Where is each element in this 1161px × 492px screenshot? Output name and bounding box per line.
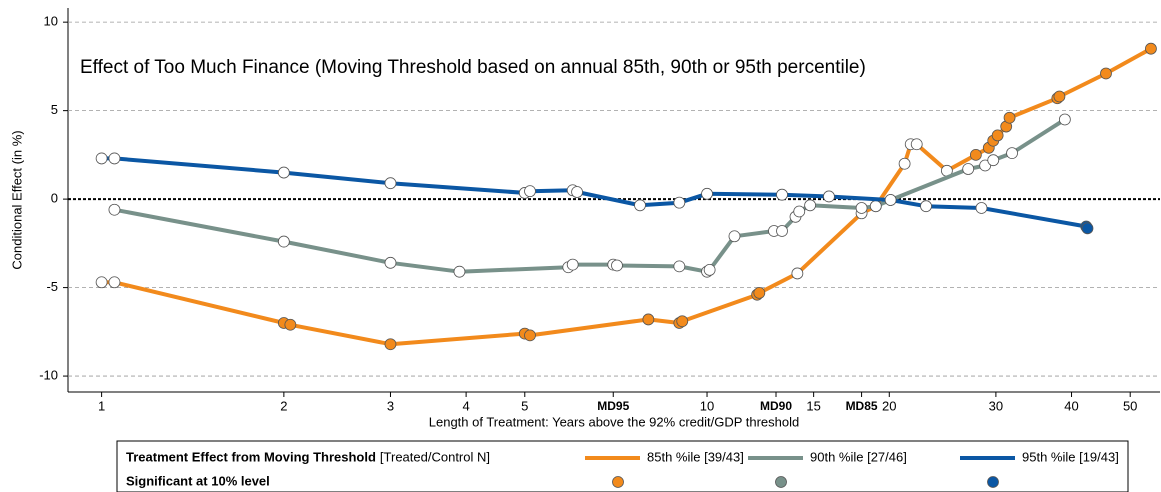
legend-title: Treatment Effect from Moving Threshold xyxy=(126,449,376,464)
data-point xyxy=(108,152,121,165)
data-point xyxy=(701,187,713,200)
x-tick-label: 1 xyxy=(98,398,105,413)
data-point xyxy=(793,205,806,218)
legend-marker xyxy=(612,476,624,488)
x-tick-label: MD85 xyxy=(846,399,878,413)
x-tick-label: MD90 xyxy=(760,399,792,413)
x-tick-label: 40 xyxy=(1064,398,1078,413)
y-tick-label: 10 xyxy=(44,14,58,29)
data-point xyxy=(524,185,536,198)
data-point xyxy=(884,194,897,206)
x-tick-label: 2 xyxy=(280,398,287,413)
data-point xyxy=(776,188,788,201)
data-point xyxy=(676,315,689,328)
legend-label: 85th %ile [39/43] xyxy=(647,449,744,464)
data-point xyxy=(571,186,583,198)
y-tick-label: 5 xyxy=(51,102,58,117)
data-point xyxy=(753,287,766,299)
data-point xyxy=(776,225,788,237)
data-point xyxy=(969,148,982,161)
data-point xyxy=(453,265,466,278)
data-point xyxy=(1081,222,1094,235)
data-point xyxy=(566,258,579,271)
data-point xyxy=(642,313,655,326)
data-point xyxy=(791,267,804,280)
data-point xyxy=(728,230,741,243)
data-point xyxy=(962,163,975,175)
x-tick-label: 3 xyxy=(387,398,394,413)
x-axis-label: Length of Treatment: Years above the 92%… xyxy=(429,414,800,429)
data-point xyxy=(384,256,397,269)
data-point xyxy=(987,154,1000,167)
x-tick-label: 4 xyxy=(462,398,469,413)
significance-label: Significant at 10% level xyxy=(126,473,270,488)
data-point xyxy=(979,159,992,172)
y-axis-label: Conditional Effect (in %) xyxy=(9,130,24,269)
data-point xyxy=(277,235,290,248)
data-point xyxy=(910,138,923,151)
data-point xyxy=(95,152,108,165)
x-tick-label: 50 xyxy=(1123,398,1137,413)
legend-marker xyxy=(775,476,787,488)
data-point xyxy=(673,260,686,273)
legend-label: 95th %ile [19/43] xyxy=(1022,449,1119,464)
y-tick-label: -10 xyxy=(39,368,58,383)
data-point xyxy=(804,199,817,212)
series-line xyxy=(101,46,1152,347)
legend-marker xyxy=(987,476,999,488)
series-line xyxy=(101,156,1090,230)
data-point xyxy=(1006,147,1018,160)
data-point xyxy=(703,263,716,276)
data-point xyxy=(1058,113,1071,126)
data-point xyxy=(673,196,686,209)
data-point xyxy=(634,199,646,212)
data-point xyxy=(108,276,121,289)
x-tick-label: 30 xyxy=(989,398,1003,413)
x-tick-label: 20 xyxy=(882,398,896,413)
data-point xyxy=(855,202,868,214)
data-point xyxy=(920,200,932,213)
data-point xyxy=(1145,42,1157,55)
data-point xyxy=(975,202,988,214)
data-point xyxy=(823,190,835,203)
x-tick-label: MD95 xyxy=(597,399,629,413)
legend-subtitle: [Treated/Control N] xyxy=(380,449,490,464)
data-point xyxy=(1053,90,1066,103)
data-point xyxy=(384,177,397,190)
data-point xyxy=(108,203,121,216)
data-point xyxy=(869,200,882,213)
y-tick-label: -5 xyxy=(46,279,58,294)
data-point xyxy=(95,276,108,289)
data-point xyxy=(277,166,290,179)
data-point xyxy=(1100,67,1112,80)
x-tick-label: 10 xyxy=(700,398,714,413)
data-point xyxy=(524,329,536,342)
x-tick-label: 5 xyxy=(521,398,528,413)
y-tick-label: 0 xyxy=(51,191,58,206)
data-point xyxy=(611,259,623,272)
data-point xyxy=(284,318,297,331)
data-point xyxy=(1003,111,1016,124)
data-point xyxy=(898,157,911,170)
data-point xyxy=(384,338,397,351)
legend-label: 90th %ile [27/46] xyxy=(810,449,907,464)
chart-title: Effect of Too Much Finance (Moving Thres… xyxy=(80,57,866,78)
x-tick-label: 15 xyxy=(806,398,820,413)
data-point xyxy=(991,129,1004,142)
